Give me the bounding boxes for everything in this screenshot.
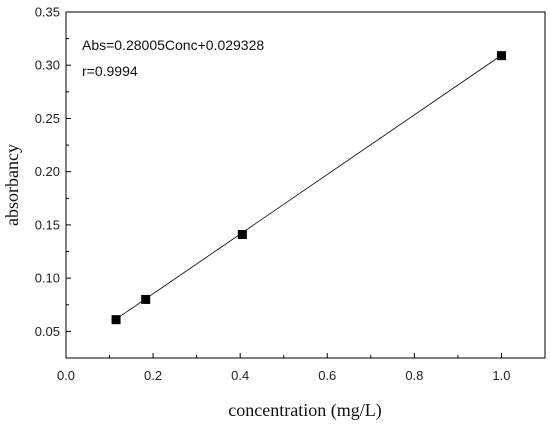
y-tick-label: 0.25 [35, 111, 60, 126]
x-tick-label: 0.8 [405, 368, 423, 383]
data-points [111, 51, 506, 325]
fit-line-group [115, 54, 502, 320]
y-axis: 0.05 0.10 0.15 0.20 0.25 0.30 0.35 [35, 5, 71, 339]
x-tick-label: 0.6 [318, 368, 336, 383]
y-tick-label: 0.15 [35, 217, 60, 232]
y-tick-label: 0.35 [35, 5, 60, 20]
x-tick-label: 0.4 [231, 368, 249, 383]
x-tick-label: 1.0 [492, 368, 510, 383]
y-tick-label: 0.05 [35, 324, 60, 339]
y-tick-label: 0.30 [35, 58, 60, 73]
data-point [141, 294, 151, 304]
data-point [111, 315, 121, 325]
x-tick-label: 0.0 [57, 368, 75, 383]
plot-frame [65, 11, 546, 359]
equation-annotation: Abs=0.28005Conc+0.029328 [82, 37, 264, 53]
x-tick-label: 0.2 [144, 368, 162, 383]
correlation-annotation: r=0.9994 [82, 63, 138, 79]
y-axis-title: absorbancy [2, 144, 22, 226]
x-axis: 0.0 0.2 0.4 0.6 0.8 1.0 [57, 353, 510, 383]
y-tick-label: 0.20 [35, 164, 60, 179]
x-axis-title: concentration (mg/L) [228, 400, 381, 421]
data-point [496, 51, 506, 61]
fit-line [115, 54, 502, 320]
y-tick-label: 0.10 [35, 271, 60, 286]
data-point [237, 230, 247, 240]
